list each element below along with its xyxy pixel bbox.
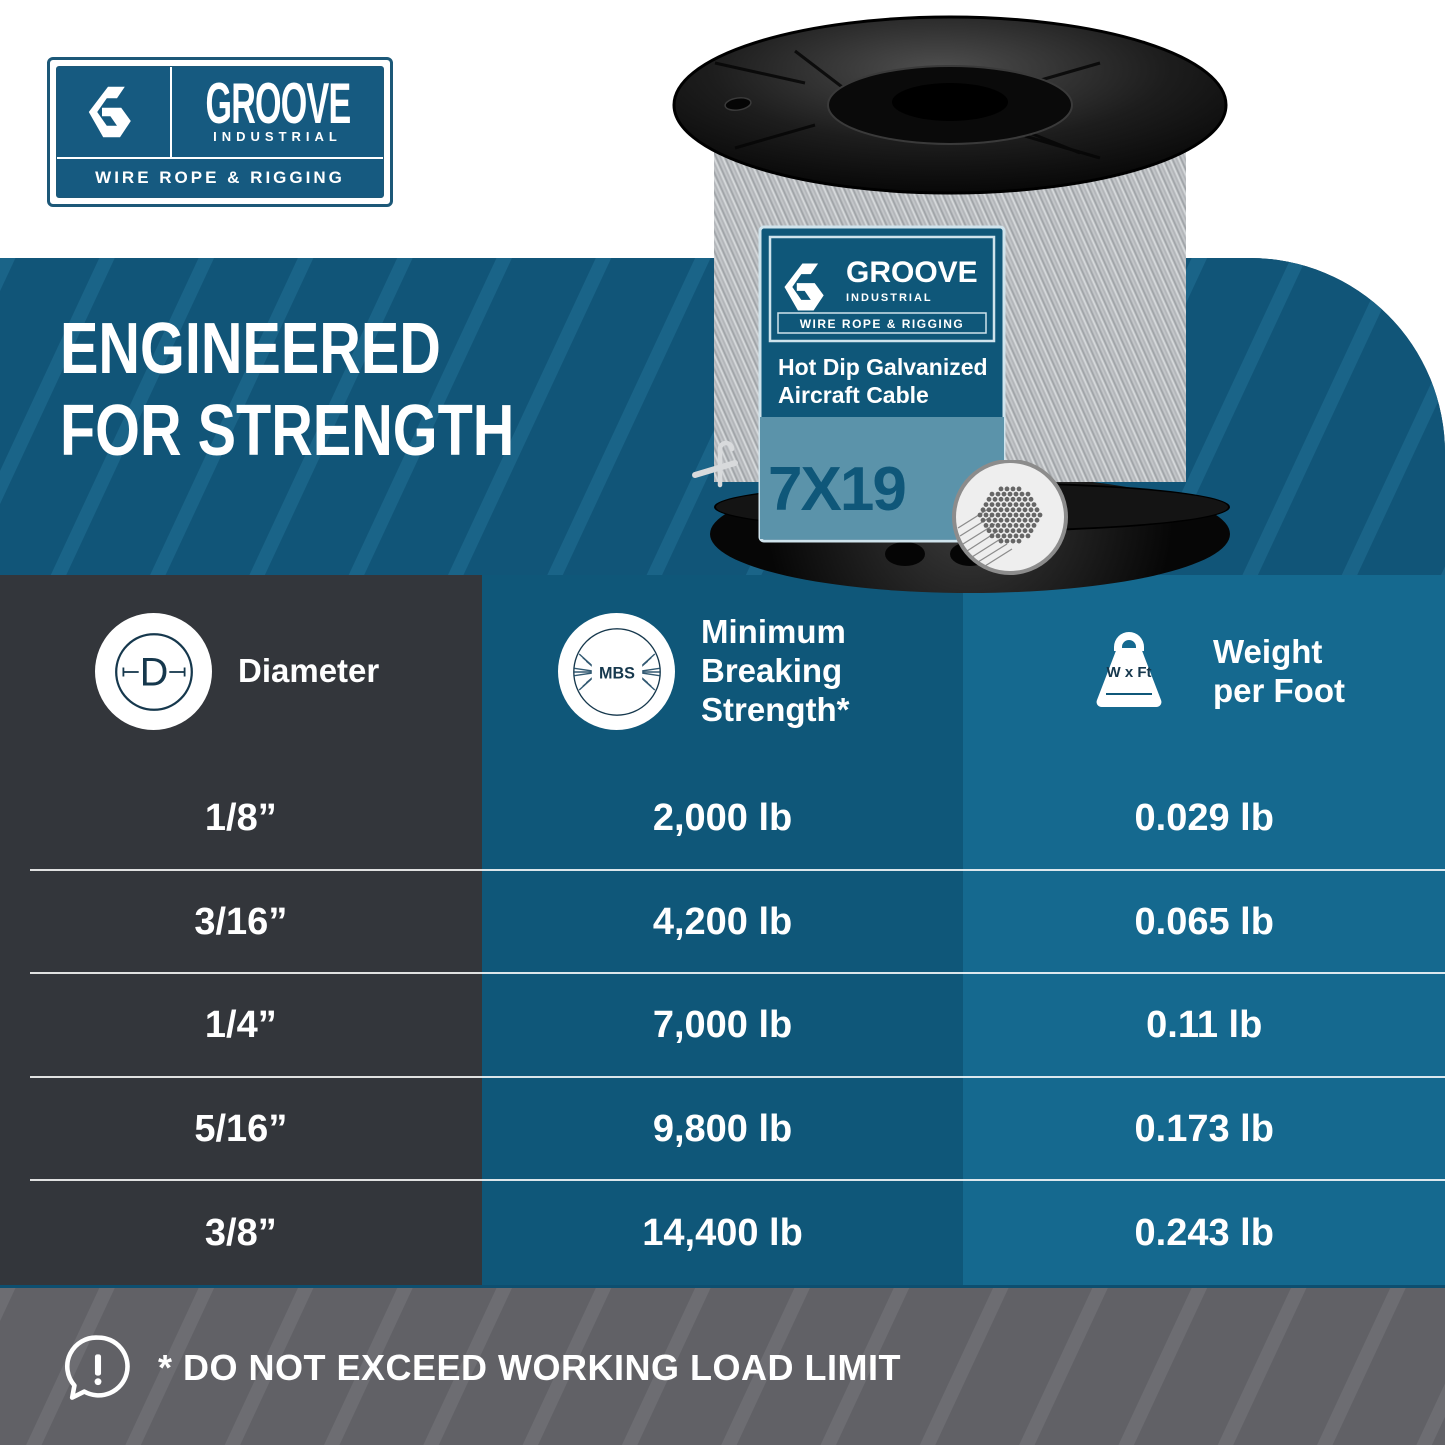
svg-text:GROOVE: GROOVE [846, 256, 978, 289]
svg-text:Aircraft Cable: Aircraft Cable [778, 382, 929, 408]
svg-text:WIRE ROPE & RIGGING: WIRE ROPE & RIGGING [800, 317, 965, 331]
svg-text:W x Ft: W x Ft [1106, 664, 1151, 681]
svg-text:MBS: MBS [599, 664, 635, 682]
svg-text:7X19: 7X19 [768, 455, 905, 524]
svg-text:INDUSTRIAL: INDUSTRIAL [846, 292, 933, 304]
svg-text:Hot Dip Galvanized: Hot Dip Galvanized [778, 354, 988, 380]
svg-text:D: D [139, 650, 168, 694]
